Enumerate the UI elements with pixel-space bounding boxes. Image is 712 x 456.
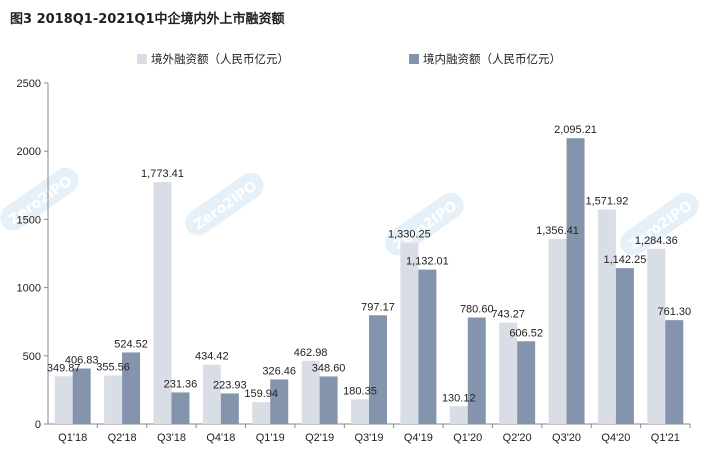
data-label-overseas: 1,571.92 <box>586 196 629 208</box>
x-tick-label: Q4'19 <box>404 432 433 444</box>
x-tick-label: Q1'20 <box>453 432 482 444</box>
data-label-overseas: 130.12 <box>442 392 476 404</box>
x-tick-label: Q3'20 <box>552 432 581 444</box>
x-tick-label: Q3'19 <box>354 432 383 444</box>
y-tick-label: 2000 <box>17 146 41 158</box>
data-label-domestic: 2,095.21 <box>554 124 597 136</box>
data-label-overseas: 462.98 <box>294 347 328 359</box>
data-label-overseas: 1,356.41 <box>536 225 579 237</box>
data-label-domestic: 780.60 <box>460 304 494 316</box>
data-label-domestic: 223.93 <box>213 379 247 391</box>
watermark-logo: Zero2IPO <box>385 192 464 256</box>
bar-domestic <box>369 315 387 424</box>
data-label-overseas: 1,773.41 <box>141 168 184 180</box>
data-label-domestic: 606.52 <box>509 327 543 339</box>
x-tick-label: Q1'21 <box>651 432 680 444</box>
x-tick-label: Q3'18 <box>157 432 186 444</box>
bar-overseas <box>548 238 567 424</box>
data-label-domestic: 348.60 <box>312 362 346 374</box>
y-tick-label: 0 <box>35 419 41 431</box>
figure-title: 图3 2018Q1-2021Q1中企境内外上市融资额 <box>10 12 285 27</box>
data-label-domestic: 797.17 <box>361 301 395 313</box>
bar-overseas <box>597 209 616 424</box>
bar-domestic <box>517 341 536 424</box>
bar-domestic <box>418 269 437 424</box>
legend-label-overseas: 境外融资额（人民币亿元） <box>151 52 289 66</box>
watermark-logo: Zero2IPO <box>185 172 264 236</box>
watermark-logo: Zero2IPO <box>0 167 79 231</box>
bar-overseas <box>153 182 172 424</box>
data-label-domestic: 326.46 <box>262 365 296 377</box>
data-label-overseas: 743.27 <box>491 309 525 321</box>
data-label-overseas: 349.87 <box>47 362 81 374</box>
bar-overseas <box>301 360 320 424</box>
data-label-overseas: 180.35 <box>343 385 377 397</box>
bar-overseas <box>54 376 73 424</box>
y-tick-label: 1000 <box>17 283 41 295</box>
x-tick-label: Q1'18 <box>58 432 87 444</box>
data-label-domestic: 1,142.25 <box>604 254 647 266</box>
bar-overseas <box>499 322 518 424</box>
bar-overseas <box>202 364 221 424</box>
legend-label-domestic: 境内融资额（人民币亿元） <box>423 52 561 66</box>
x-tick-label: Q4'20 <box>601 432 630 444</box>
y-tick-label: 1500 <box>17 214 41 226</box>
bar-domestic <box>122 352 141 424</box>
bar-overseas <box>647 248 666 424</box>
legend-swatch-domestic <box>409 54 419 64</box>
bar-overseas <box>400 242 419 424</box>
bar-domestic <box>171 392 190 424</box>
y-tick-label: 500 <box>23 351 41 363</box>
bar-domestic <box>467 317 486 424</box>
data-label-domestic: 1,132.01 <box>406 256 449 268</box>
data-label-overseas: 355.56 <box>96 362 130 374</box>
bar-overseas <box>252 402 271 424</box>
data-label-overseas: 159.94 <box>244 388 278 400</box>
data-label-overseas: 1,330.25 <box>388 229 431 241</box>
x-tick-label: Q2'18 <box>108 432 137 444</box>
data-label-domestic: 524.52 <box>114 338 148 350</box>
data-label-domestic: 761.30 <box>657 306 691 318</box>
bar-overseas <box>351 399 369 424</box>
bar-domestic <box>72 368 91 424</box>
legend-swatch-overseas <box>137 54 147 64</box>
data-label-domestic: 231.36 <box>164 378 198 390</box>
bar-domestic <box>319 376 338 424</box>
bar-overseas <box>449 406 468 424</box>
data-label-overseas: 1,284.36 <box>635 235 678 247</box>
x-tick-label: Q2'19 <box>305 432 334 444</box>
bar-domestic <box>220 393 239 424</box>
x-tick-label: Q2'20 <box>503 432 532 444</box>
data-label-domestic: 406.83 <box>65 355 99 367</box>
x-tick-label: Q1'19 <box>256 432 285 444</box>
bar-domestic <box>270 379 289 424</box>
bar-overseas <box>104 375 123 424</box>
bar-domestic <box>566 138 585 424</box>
y-tick-label: 2500 <box>17 78 41 90</box>
data-label-overseas: 434.42 <box>195 351 229 363</box>
bar-domestic <box>615 268 634 424</box>
bar-domestic <box>665 320 684 424</box>
x-tick-label: Q4'18 <box>206 432 235 444</box>
